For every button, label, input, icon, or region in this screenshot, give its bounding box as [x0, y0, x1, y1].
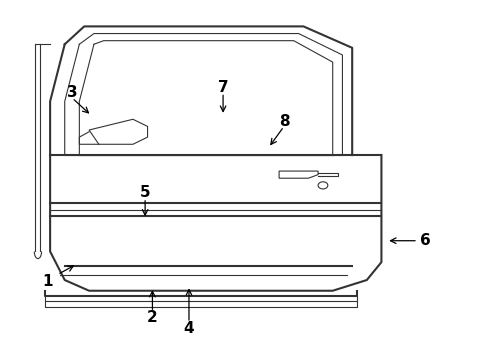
Text: 8: 8 [279, 113, 289, 129]
Text: 5: 5 [140, 185, 150, 200]
Text: 7: 7 [218, 80, 228, 95]
Text: 1: 1 [43, 274, 53, 289]
Text: 3: 3 [67, 85, 77, 100]
Text: 6: 6 [420, 233, 431, 248]
Text: 4: 4 [184, 321, 194, 336]
Text: 2: 2 [147, 310, 158, 325]
